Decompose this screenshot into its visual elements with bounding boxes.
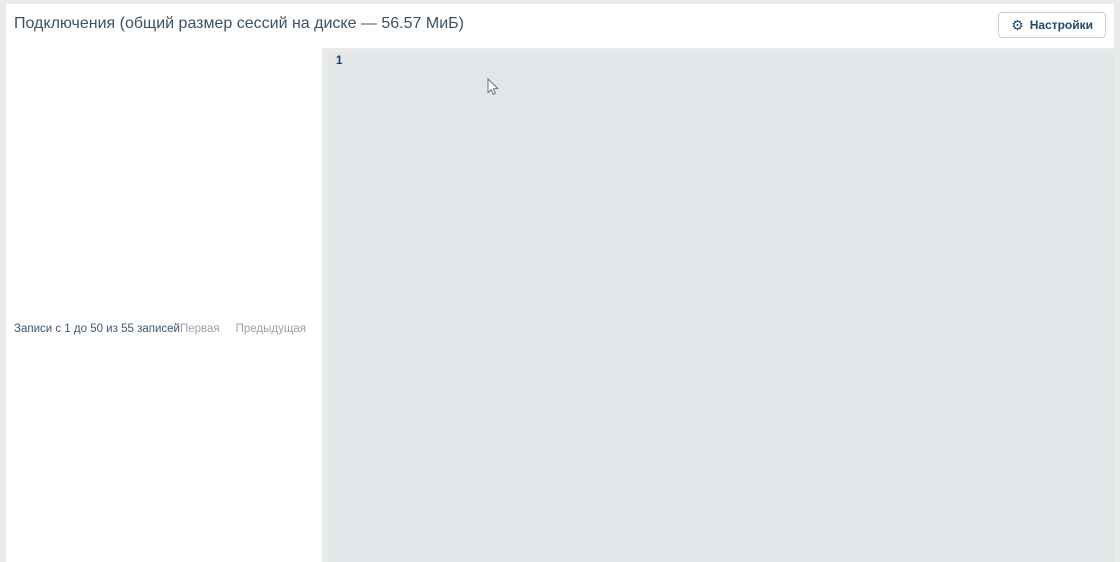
- settings-button[interactable]: ⚙ Настройки: [998, 12, 1106, 38]
- pagination-prev[interactable]: Предыдущая: [235, 323, 306, 335]
- settings-button-label: Настройки: [1029, 18, 1093, 32]
- gear-icon: ⚙: [1011, 17, 1024, 33]
- pagination-first[interactable]: Первая: [179, 323, 220, 335]
- records-info: Записи с 1 до 50 из 55 записей: [14, 323, 180, 335]
- page-title: Подключения (общий размер сессий на диск…: [14, 15, 464, 32]
- pagination: Первая Предыдущая 1 2 Следующая Последня…: [179, 48, 1114, 562]
- topbar: Подключения (общий размер сессий на диск…: [6, 4, 1114, 38]
- pagination-page-1[interactable]: 1: [321, 48, 1114, 562]
- meta-row: Записи с 1 до 50 из 55 записей Первая Пр…: [6, 38, 1114, 562]
